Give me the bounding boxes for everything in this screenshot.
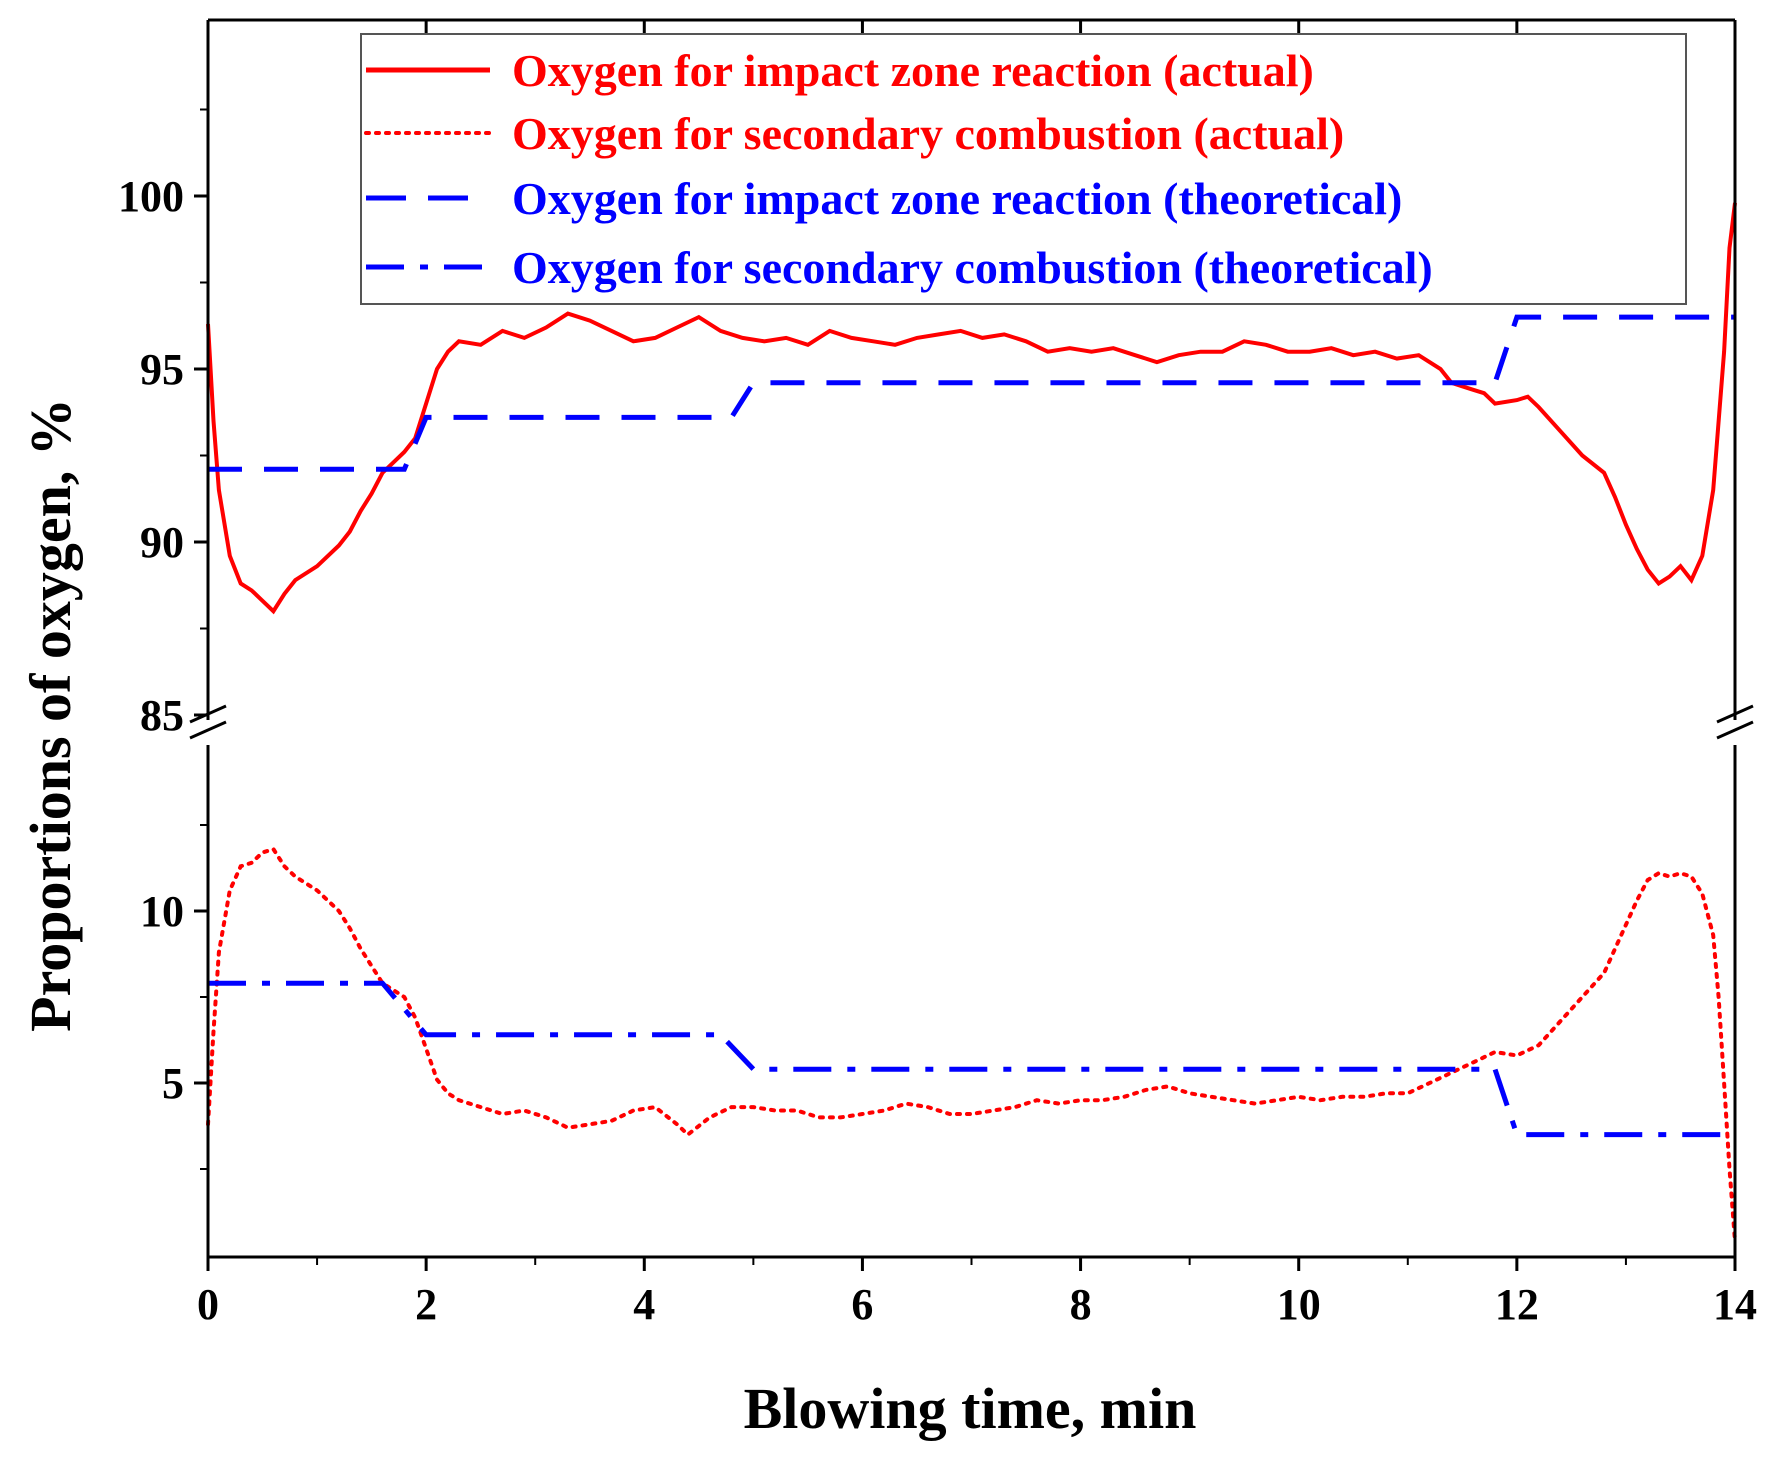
legend-label-2: Oxygen for secondary combustion (actual) xyxy=(512,108,1344,159)
axis-break-mark-right-1 xyxy=(1716,704,1754,724)
y-tick-label-upper: 90 xyxy=(140,518,184,567)
legend-box xyxy=(360,33,1687,305)
y-tick-label-upper: 100 xyxy=(118,172,184,221)
legend-label-3: Oxygen for impact zone reaction (theoret… xyxy=(512,173,1402,224)
x-axis-title: Blowing time, min xyxy=(744,1376,1197,1441)
x-tick-label: 10 xyxy=(1277,1280,1321,1329)
series-layer xyxy=(206,202,1737,1244)
x-tick-label: 0 xyxy=(197,1280,219,1329)
legend-label-4: Oxygen for secondary combustion (theoret… xyxy=(512,242,1433,293)
x-tick-label: 6 xyxy=(851,1280,873,1329)
axis-break-mark-right-2 xyxy=(1716,720,1754,740)
legend-label-1: Oxygen for impact zone reaction (actual) xyxy=(512,45,1314,96)
series-line-3 xyxy=(208,314,1735,472)
series-line-4 xyxy=(208,980,1735,1138)
ticks-layer: 0 2 4 6 8 10 12 14 85 90 95 100 5 10 xyxy=(118,20,1757,1329)
y-tick-label-upper: 85 xyxy=(140,691,184,740)
y-tick-label-upper: 95 xyxy=(140,345,184,394)
y-tick-label-lower: 5 xyxy=(162,1059,184,1108)
legend: Oxygen for impact zone reaction (actual)… xyxy=(360,33,1687,305)
x-tick-label: 12 xyxy=(1495,1280,1539,1329)
x-tick-label: 4 xyxy=(633,1280,655,1329)
y-axis-title: Proportions of oxygen, % xyxy=(18,398,83,1032)
y-tick-label-lower: 10 xyxy=(140,887,184,936)
x-tick-label: 14 xyxy=(1713,1280,1757,1329)
x-tick-label: 8 xyxy=(1070,1280,1092,1329)
axis-break-mark-left-2 xyxy=(189,720,227,740)
series-line-2 xyxy=(206,846,1737,1244)
x-tick-label: 2 xyxy=(415,1280,437,1329)
